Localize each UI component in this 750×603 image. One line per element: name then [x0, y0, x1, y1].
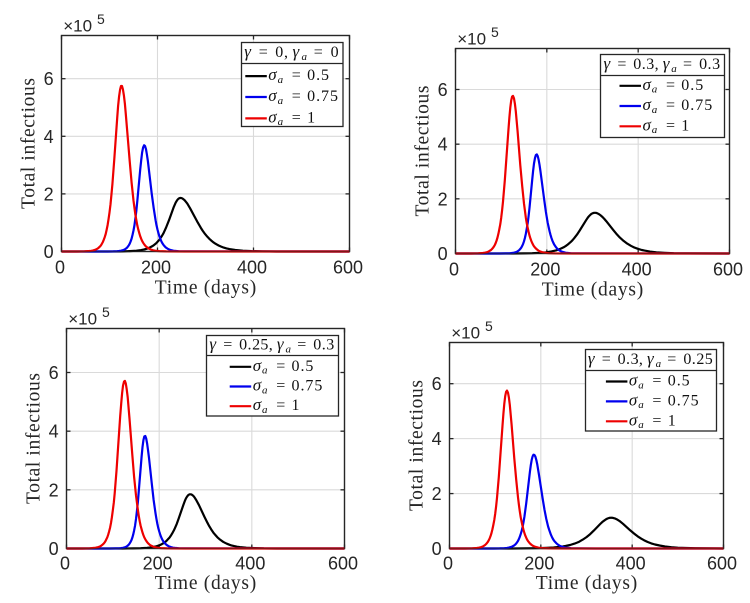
svg-text:400: 400 — [235, 553, 265, 573]
svg-text:200: 200 — [141, 258, 171, 278]
svg-text:σa=0.5: σa = 0.5 — [629, 371, 690, 392]
svg-text:σa=1: σa = 1 — [629, 410, 676, 431]
svg-text:σa=1: σa = 1 — [268, 107, 315, 128]
svg-text:600: 600 — [707, 553, 737, 573]
svg-text:400: 400 — [237, 258, 267, 278]
svg-text:Total infectious: Total infectious — [19, 78, 40, 209]
svg-text:Time (days): Time (days) — [155, 278, 256, 299]
svg-text:0: 0 — [449, 260, 459, 280]
svg-text:4: 4 — [49, 422, 59, 442]
svg-text:γ=0.3,γa=0.3: γ = 0.3, γ a = 0.3 — [604, 54, 721, 75]
svg-text:600: 600 — [713, 260, 743, 280]
svg-text:400: 400 — [616, 553, 646, 573]
svg-text:5: 5 — [102, 304, 110, 320]
svg-text:γ=0.25,γa=0.3: γ = 0.25, γ a = 0.3 — [209, 335, 334, 356]
svg-text:600: 600 — [333, 258, 363, 278]
svg-text:×10: ×10 — [63, 17, 92, 36]
svg-text:2: 2 — [432, 484, 442, 504]
svg-text:σa=0.5: σa = 0.5 — [643, 75, 704, 96]
svg-text:Time (days): Time (days) — [542, 280, 643, 301]
svg-text:5: 5 — [485, 318, 493, 334]
svg-text:γ=0,γa=0: γ = 0, γ a = 0 — [244, 42, 338, 63]
svg-text:0: 0 — [44, 242, 54, 262]
svg-text:200: 200 — [143, 553, 173, 573]
svg-text:6: 6 — [438, 80, 448, 100]
svg-text:2: 2 — [49, 480, 59, 500]
svg-text:0: 0 — [60, 553, 70, 573]
svg-text:×10: ×10 — [451, 324, 480, 343]
svg-text:0: 0 — [438, 244, 448, 264]
svg-text:Total infectious: Total infectious — [24, 373, 45, 504]
svg-text:4: 4 — [438, 135, 448, 155]
svg-text:200: 200 — [524, 553, 554, 573]
svg-text:4: 4 — [432, 429, 442, 449]
svg-text:5: 5 — [491, 24, 499, 40]
svg-text:0: 0 — [443, 553, 453, 573]
svg-text:Total infectious: Total infectious — [407, 380, 428, 511]
svg-text:σa=0.75: σa = 0.75 — [643, 95, 713, 116]
svg-text:4: 4 — [44, 127, 54, 147]
svg-text:6: 6 — [49, 363, 59, 383]
svg-text:×10: ×10 — [457, 30, 486, 49]
svg-text:0: 0 — [432, 539, 442, 559]
svg-text:400: 400 — [622, 260, 652, 280]
svg-text:γ=0.3,γa=0.25: γ = 0.3, γ a = 0.25 — [588, 349, 713, 370]
svg-text:σa=0.75: σa = 0.75 — [268, 86, 338, 107]
svg-text:σa=0.75: σa = 0.75 — [629, 390, 699, 411]
svg-text:σa=1: σa = 1 — [253, 395, 300, 416]
svg-text:Total infectious: Total infectious — [413, 86, 434, 217]
svg-text:×10: ×10 — [68, 310, 97, 329]
svg-text:5: 5 — [97, 11, 105, 27]
svg-text:2: 2 — [438, 189, 448, 209]
svg-text:σa=0.5: σa = 0.5 — [253, 356, 314, 377]
svg-text:6: 6 — [432, 374, 442, 394]
svg-text:200: 200 — [530, 260, 560, 280]
svg-text:6: 6 — [44, 69, 54, 89]
svg-text:600: 600 — [328, 553, 358, 573]
svg-text:0: 0 — [49, 539, 59, 559]
svg-text:0: 0 — [55, 258, 65, 278]
svg-text:Time (days): Time (days) — [536, 573, 637, 594]
svg-text:2: 2 — [44, 184, 54, 204]
svg-text:Time (days): Time (days) — [155, 573, 256, 594]
svg-text:σa=0.5: σa = 0.5 — [268, 65, 329, 86]
svg-text:σa=0.75: σa = 0.75 — [253, 376, 323, 397]
svg-text:σa=1: σa = 1 — [643, 115, 690, 136]
